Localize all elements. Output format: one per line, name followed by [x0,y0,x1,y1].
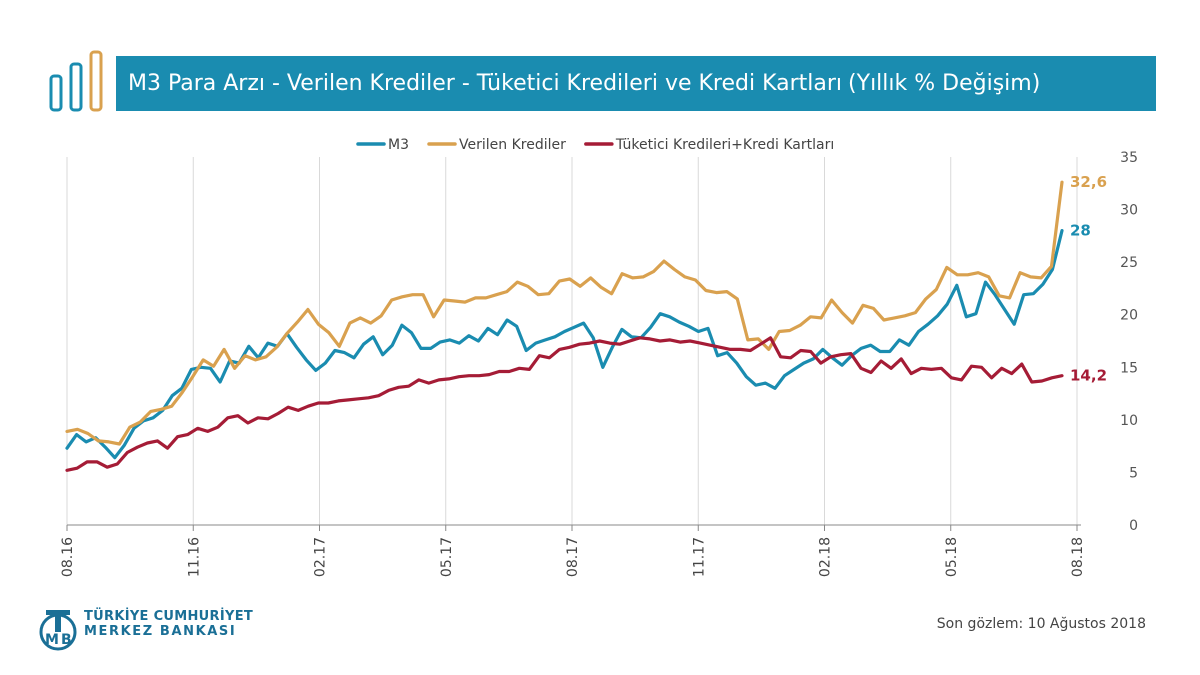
x-tick-label: 08.18 [1070,537,1086,577]
chart-title: M3 Para Arzı - Verilen Krediler - Tüketi… [128,71,843,96]
x-tick-label: 11.16 [186,537,202,577]
series-line-tuketici [65,336,1064,472]
x-tick-label: 08.16 [60,537,76,577]
svg-text:M: M [45,632,59,648]
x-axis-tick-labels: 08.16 11.16 02.17 05.17 08.17 11.17 02.18 05.18… [60,537,1086,577]
x-tick-label: 05.17 [439,537,455,577]
chart-legend: M3 Verilen Krediler Tüketici Kredileri+Kre… [356,137,834,153]
chart-gridlines [66,157,1078,525]
y-tick-label: 5 [1129,465,1138,481]
chart-logo-bars-icon [49,50,103,112]
y-tick-label: 10 [1120,413,1138,429]
legend-label-krediler: Verilen Krediler [459,137,566,153]
end-label-tuketici: 14,2 [1070,367,1107,385]
svg-text:B: B [61,632,72,648]
x-tick-label: 02.17 [313,537,329,577]
line-chart: 0 5 10 15 20 25 30 35 08.16 11.16 02.17 05.17 08.17… [60,137,1138,577]
bank-name-line1: TÜRKİYE CUMHURİYET [84,609,254,624]
x-tick-label: 05.18 [944,537,960,577]
x-tick-label: 08.17 [565,537,581,577]
central-bank-name: TÜRKİYE CUMHURİYET MERKEZ BANKASI [84,609,254,640]
y-tick-label: 30 [1120,203,1138,219]
chart-title-unit: (Yıllık % Değişim) [848,71,1041,96]
chart-title-bar: M3 Para Arzı - Verilen Krediler - Tüketi… [116,56,1156,111]
legend-label-m3: M3 [388,137,409,153]
end-label-krediler: 32,6 [1070,173,1107,191]
end-label-m3: 28 [1070,222,1091,240]
x-tick-label: 02.18 [818,537,834,577]
chart-axes [66,524,1081,531]
series-end-labels: 28 32,6 14,2 [1070,173,1107,384]
y-axis-tick-labels: 0 5 10 15 20 25 30 35 [1120,150,1138,534]
y-tick-label: 25 [1120,255,1138,271]
x-tick-label: 11.17 [691,537,707,577]
y-tick-label: 35 [1120,150,1138,166]
central-bank-logo-icon: M B [39,610,77,651]
legend-label-tuketici: Tüketici Kredileri+Kredi Kartları [615,137,834,153]
y-tick-label: 0 [1129,518,1138,534]
series-line-krediler [65,180,1064,446]
y-tick-label: 15 [1120,360,1138,376]
y-tick-label: 20 [1120,308,1138,324]
chart-series-lines [65,180,1064,472]
last-observation-note: Son gözlem: 10 Ağustos 2018 [936,616,1146,632]
bank-name-line2: MERKEZ BANKASI [84,623,237,639]
series-line-m3 [65,229,1064,460]
